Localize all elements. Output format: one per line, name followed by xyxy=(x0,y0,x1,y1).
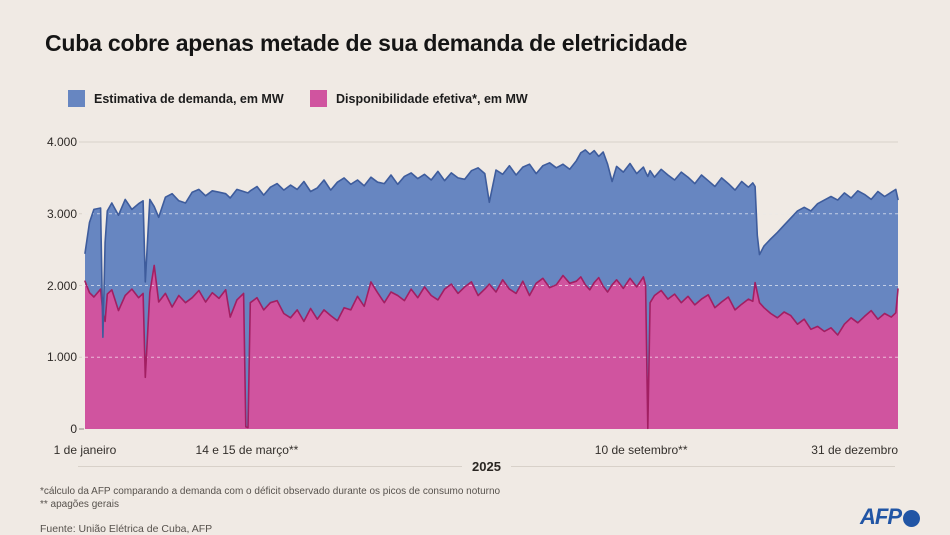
x-tick-label: 1 de janeiro xyxy=(53,443,117,457)
divider-line-left xyxy=(78,465,463,467)
legend-item-demand: Estimativa de demanda, em MW xyxy=(68,90,284,107)
divider-line-right xyxy=(510,465,896,467)
y-tick-label: 1.000 xyxy=(46,350,77,365)
y-tick-label: 0 xyxy=(70,422,77,436)
demand-swatch-icon xyxy=(68,90,85,107)
availability-area xyxy=(85,265,898,429)
legend-label-availability: Disponibilidade efetiva*, em MW xyxy=(336,91,528,106)
footnote-blackouts: ** apagões gerais xyxy=(40,499,119,510)
availability-line xyxy=(84,264,899,430)
year-divider: 2025 xyxy=(78,458,896,474)
afp-logo: AFP xyxy=(860,504,920,530)
page-title: Cuba cobre apenas metade de sua demanda … xyxy=(45,30,688,56)
source-line: Fuente: União Elétrica de Cuba, AFP xyxy=(40,523,213,535)
x-tick-label: 31 de dezembro xyxy=(811,443,898,457)
footnotes: *cálculo da AFP comparando a demanda com… xyxy=(40,485,500,511)
afp-logo-text: AFP xyxy=(860,504,902,529)
legend-item-availability: Disponibilidade efetiva*, em MW xyxy=(310,90,528,107)
chart-canvas xyxy=(79,141,899,430)
x-tick-label: 10 de setembro** xyxy=(594,443,688,457)
demand-line xyxy=(84,149,899,339)
y-tick-label: 4.000 xyxy=(46,135,77,149)
year-label: 2025 xyxy=(472,458,501,474)
y-tick-label: 3.000 xyxy=(46,206,77,221)
availability-swatch-icon xyxy=(310,90,327,107)
footnote-calculation: *cálculo da AFP comparando a demanda com… xyxy=(40,486,501,497)
area-chart: 4.000 3.000 2.000 1.000 0 1 de janeiro 14 e 1… xyxy=(46,135,899,474)
demand-area xyxy=(85,149,898,429)
y-tick-label: 2.000 xyxy=(46,278,77,293)
x-tick-label: 14 e 15 de março** xyxy=(195,443,299,457)
legend-label-demand: Estimativa de demanda, em MW xyxy=(94,91,284,106)
afp-logo-globe-icon xyxy=(903,509,920,527)
